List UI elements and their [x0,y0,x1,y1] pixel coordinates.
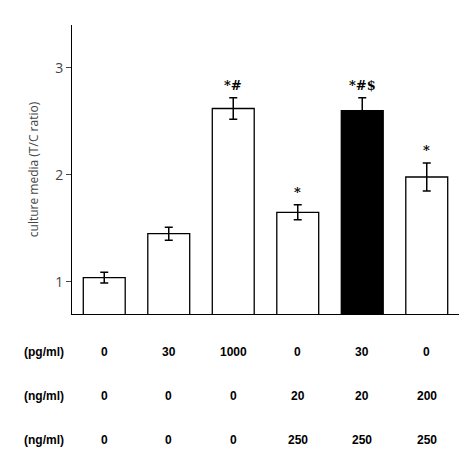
svg-text:0: 0 [230,433,237,447]
svg-text:1000: 1000 [220,345,247,359]
svg-text:20: 20 [291,389,305,403]
svg-text:3: 3 [55,58,63,77]
svg-text:30: 30 [355,345,369,359]
svg-text:0: 0 [101,345,108,359]
svg-text:*: * [423,143,430,158]
svg-text:0: 0 [230,389,237,403]
svg-text:0: 0 [294,345,301,359]
svg-text:(ng/ml): (ng/ml) [24,433,64,447]
svg-text:250: 250 [288,433,308,447]
svg-text:0: 0 [165,433,172,447]
svg-text:(ng/ml): (ng/ml) [24,389,64,403]
svg-text:250: 250 [417,433,437,447]
svg-text:(pg/ml): (pg/ml) [24,345,64,359]
svg-text:culture media (T/C ratio): culture media (T/C ratio) [25,101,42,237]
svg-text:0: 0 [101,433,108,447]
svg-text:20: 20 [355,389,369,403]
svg-text:*#: *# [224,78,242,93]
svg-text:30: 30 [162,345,176,359]
svg-text:1: 1 [55,272,63,291]
svg-text:0: 0 [423,345,430,359]
svg-text:250: 250 [352,433,372,447]
svg-text:*: * [294,185,301,200]
svg-text:200: 200 [417,389,437,403]
svg-text:0: 0 [165,389,172,403]
svg-text:*#$: *#$ [349,78,376,93]
svg-text:0: 0 [101,389,108,403]
svg-text:2: 2 [55,165,63,184]
